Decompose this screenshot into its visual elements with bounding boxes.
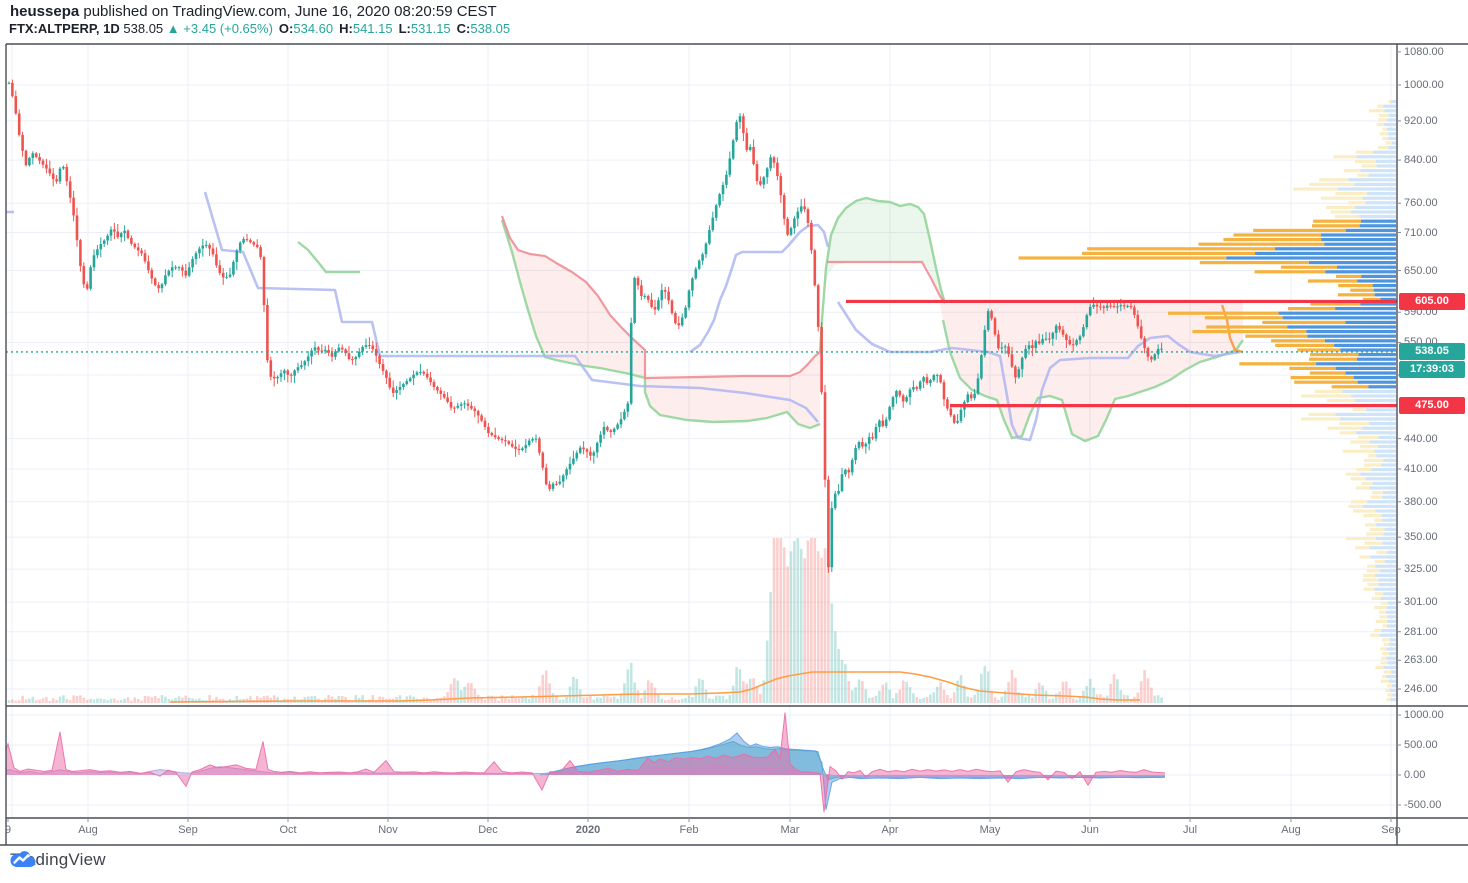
time-label-Dec: Dec — [478, 824, 498, 836]
pane2-tick-1000.00: 1000.00 — [1404, 709, 1444, 721]
level-price-badge-605.00: 605.00 — [1399, 292, 1465, 310]
price-tick-410: 410.00 — [1404, 463, 1438, 475]
price-change: +3.45 (+0.65%) — [183, 21, 273, 36]
time-label-Sep: Sep — [1381, 824, 1401, 836]
time-label-May: May — [979, 824, 1001, 836]
tradingview-logo[interactable]: TradingView — [10, 850, 106, 870]
price-tick-710: 710.00 — [1404, 226, 1438, 239]
time-label-Sep: Sep — [178, 824, 198, 836]
price-tick-350: 350.00 — [1404, 531, 1438, 544]
main-pane — [6, 79, 1397, 703]
ohlc-value-1: 541.15 — [352, 21, 393, 36]
ohlc-key-0: O: — [278, 21, 294, 36]
price-tick-301: 301.00 — [1404, 596, 1438, 609]
price-tick-263: 263.00 — [1404, 654, 1438, 667]
time-label-Feb: Feb — [679, 824, 699, 836]
price-tick-920: 920.00 — [1404, 114, 1438, 127]
publish-info: published on TradingView.com, June 16, 2… — [79, 3, 497, 20]
time-label-9: 9 — [4, 824, 12, 836]
candles — [7, 79, 1163, 573]
price-tick-1000: 1000.00 — [1404, 79, 1444, 91]
time-label-Mar: Mar — [780, 824, 800, 836]
price-tick-281: 281.00 — [1404, 625, 1438, 638]
volume-profile — [1018, 100, 1396, 702]
price-tick-840: 840.00 — [1404, 154, 1438, 167]
author-name: heussepa — [10, 3, 80, 20]
tradingview-cloud-icon — [10, 851, 36, 868]
oscillator-pane — [6, 712, 1166, 813]
pane2-tick-500.00: 500.00 — [1404, 739, 1438, 751]
time-label-Jun: Jun — [1081, 824, 1099, 836]
price-tick-760: 760.00 — [1404, 197, 1438, 210]
bar-countdown-badge: 17:39:03 — [1399, 361, 1465, 379]
level-price-badge-475.00: 475.00 — [1399, 397, 1465, 415]
price-tick-380: 380.00 — [1404, 495, 1438, 508]
ohlc-value-0: 534.60 — [293, 21, 334, 36]
ohlc-key-2: L: — [398, 21, 411, 36]
time-label-Jul: Jul — [1182, 824, 1198, 836]
price-tick-325: 325.00 — [1404, 563, 1438, 576]
price-tick-1080: 1080.00 — [1404, 45, 1444, 58]
pane-borders — [0, 43, 1468, 846]
pane2-tick-0.00: 0.00 — [1404, 769, 1426, 781]
ohlc-value-3: 538.05 — [470, 21, 511, 36]
pane2-tick--500.00: -500.00 — [1404, 799, 1442, 811]
ohlc-key-3: C: — [456, 21, 471, 36]
time-label-Aug: Aug — [78, 824, 98, 836]
ohlc-key-1: H: — [339, 21, 353, 36]
price-tick-246: 246.00 — [1404, 683, 1438, 696]
price-tick-650: 650.00 — [1404, 264, 1438, 277]
symbol-name: FTX:ALTPERP, 1D — [9, 21, 120, 36]
ohlc-values: O:534.60 H:541.15 L:531.15 C:538.05 — [273, 21, 510, 36]
time-label-Aug: Aug — [1281, 824, 1301, 836]
publish-byline: heussepa published on TradingView.com, J… — [10, 3, 497, 20]
symbol-legend[interactable]: FTX:ALTPERP, 1D 538.05 ▲ +3.45 (+0.65%) O… — [9, 21, 510, 36]
ohlc-value-2: 531.15 — [410, 21, 451, 36]
time-label-2020: 2020 — [575, 824, 601, 836]
time-label-Nov: Nov — [378, 824, 398, 836]
change-arrow-icon: ▲ — [166, 21, 180, 36]
time-label-Oct: Oct — [279, 824, 297, 836]
price-tick-440: 440.00 — [1404, 432, 1438, 445]
last-price: 538.05 — [123, 21, 164, 36]
time-label-Apr: Apr — [881, 824, 899, 836]
current-price-badge: 538.05 — [1399, 343, 1465, 361]
